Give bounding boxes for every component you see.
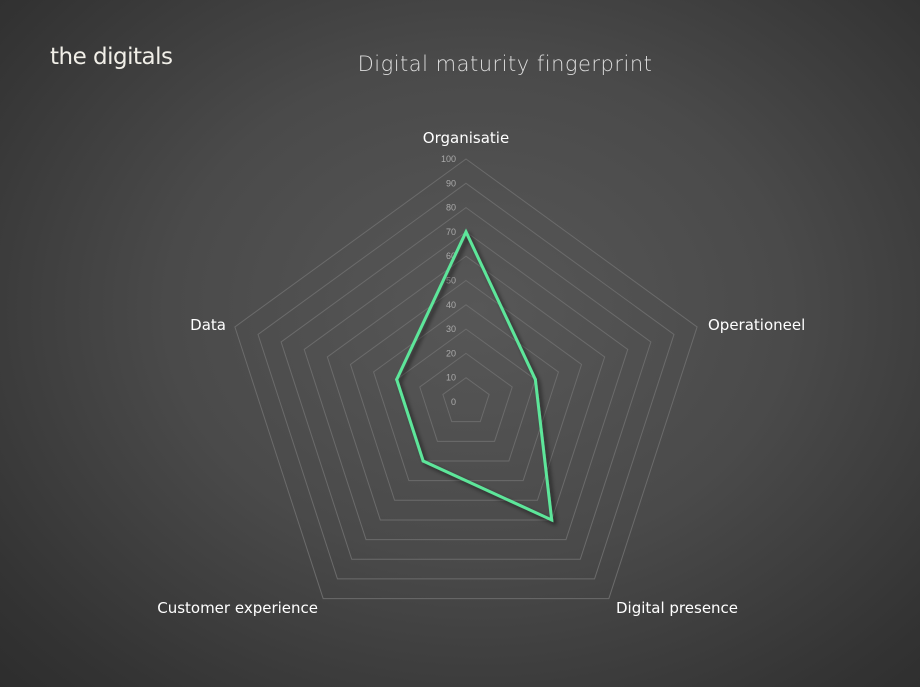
grid-ring <box>349 279 583 501</box>
tick-label: 90 <box>446 178 456 188</box>
tick-label: 20 <box>446 348 456 358</box>
data-point <box>464 230 468 234</box>
axis-label: Digital presence <box>616 599 738 617</box>
axis-label: Organisatie <box>423 129 509 147</box>
data-point <box>533 377 537 381</box>
grid-ring <box>280 206 652 560</box>
axis-label: Customer experience <box>157 599 318 617</box>
tick-label: 30 <box>446 324 456 334</box>
grid-ring <box>326 255 606 521</box>
axis-label: Operationeel <box>708 316 805 334</box>
tick-label: 70 <box>446 227 456 237</box>
logo: the digitals <box>50 44 173 70</box>
grid-ring <box>442 377 490 423</box>
axis-label: Data <box>190 316 226 334</box>
tick-label: 100 <box>441 154 456 164</box>
series-line <box>395 228 554 523</box>
tick-label: 60 <box>446 251 456 261</box>
chart-title: Digital maturity fingerprint <box>357 52 653 76</box>
data-point <box>550 518 554 522</box>
grid-ring <box>234 158 698 600</box>
tick-label: 40 <box>446 300 456 310</box>
grid-ring <box>396 328 536 462</box>
tick-label: 80 <box>446 203 456 213</box>
data-point <box>421 459 425 463</box>
tick-label: 10 <box>446 373 456 383</box>
tick-label: 50 <box>446 276 456 286</box>
grid-ring <box>257 182 675 580</box>
grid-ring <box>303 231 629 541</box>
data-point <box>395 377 399 381</box>
grid-ring <box>419 352 513 442</box>
tick-label: 0 <box>451 397 456 407</box>
